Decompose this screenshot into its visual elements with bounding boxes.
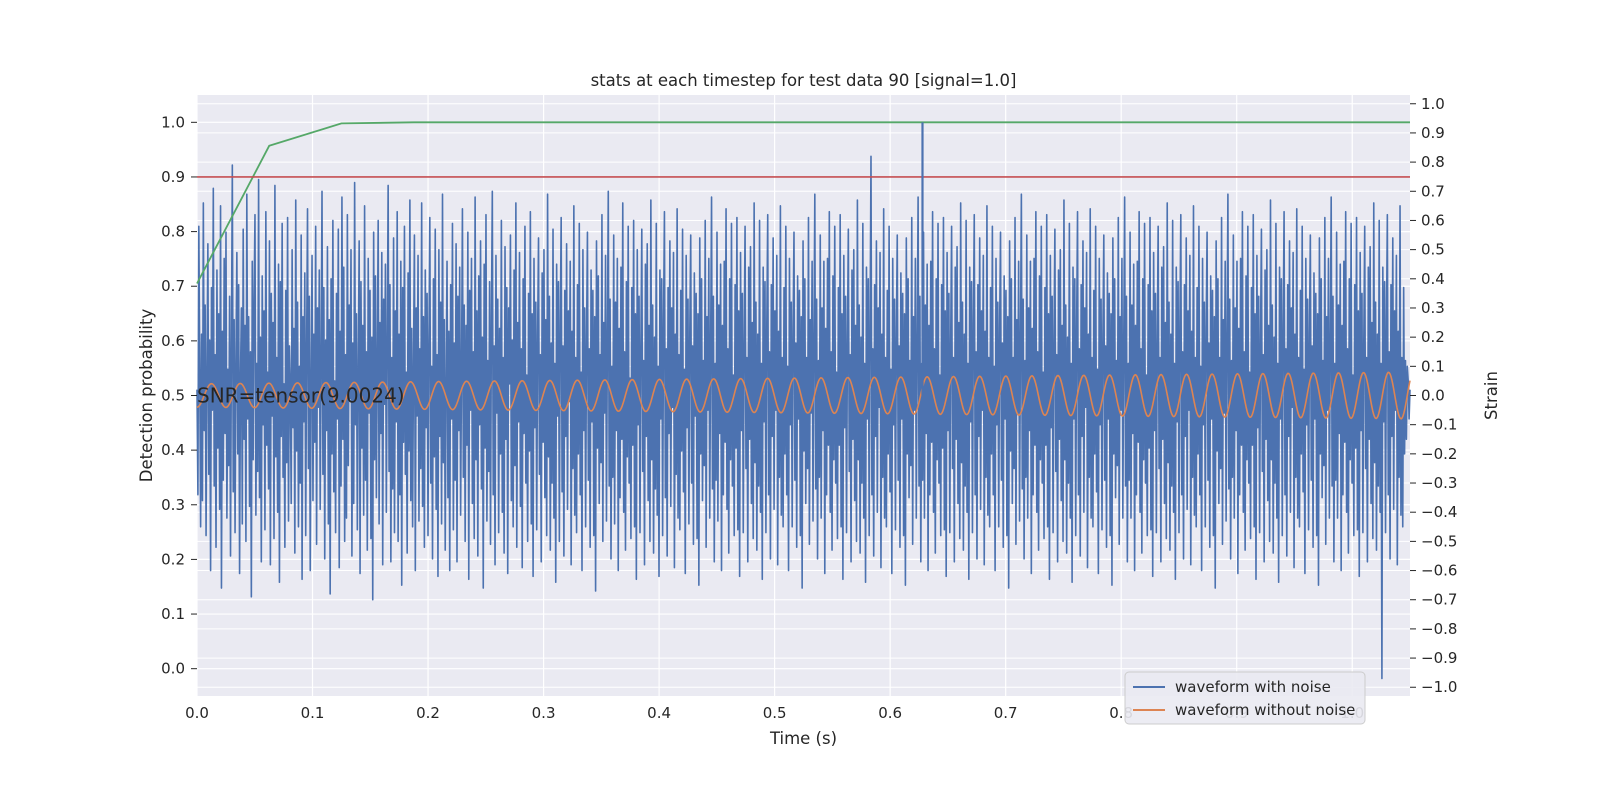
y2-tick-label: 0.3 bbox=[1421, 299, 1445, 317]
y2-axis-label: Strain bbox=[1482, 371, 1501, 420]
y2-tick-label: 0.6 bbox=[1421, 211, 1445, 229]
y2-tick-label: −0.6 bbox=[1421, 562, 1457, 580]
y2-tick-label: 0.2 bbox=[1421, 328, 1445, 346]
y2-tick-label: 0.5 bbox=[1421, 241, 1445, 259]
y-tick-label: 0.7 bbox=[161, 277, 185, 295]
y2-tick-label: −0.5 bbox=[1421, 532, 1457, 550]
y-axis-label: Detection probability bbox=[137, 309, 156, 483]
series-detection-probability bbox=[196, 121, 1410, 284]
y2-tick-label: −1.0 bbox=[1421, 678, 1457, 696]
series-waveform-with-noise bbox=[196, 155, 1411, 680]
y2-tick-label: 0.0 bbox=[1421, 387, 1445, 405]
y-tick-label: 0.6 bbox=[161, 332, 185, 350]
chart-title: stats at each timestep for test data 90 … bbox=[591, 71, 1017, 90]
x-tick-label: 0.5 bbox=[763, 704, 787, 722]
y2-tick-label: 0.4 bbox=[1421, 270, 1445, 288]
x-axis-label: Time (s) bbox=[769, 729, 837, 748]
y-tick-label: 0.3 bbox=[161, 496, 185, 514]
y2-tick-label: 1.0 bbox=[1421, 95, 1445, 113]
y2-tick-label: 0.8 bbox=[1421, 153, 1445, 171]
snr-annotation: SNR=tensor(9.0024) bbox=[197, 384, 405, 408]
legend-box bbox=[1124, 671, 1366, 725]
legend: waveform with noise waveform without noi… bbox=[1124, 671, 1366, 725]
y-tick-label: 0.4 bbox=[161, 441, 185, 459]
legend-entry-clean: waveform without noise bbox=[1175, 701, 1355, 719]
x-tick-label: 0.2 bbox=[416, 704, 440, 722]
x-tick-label: 0.6 bbox=[878, 704, 902, 722]
y-tick-label: 0.8 bbox=[161, 223, 185, 241]
y2-tick-label: −0.1 bbox=[1421, 416, 1457, 434]
y-tick-label: 0.1 bbox=[161, 605, 185, 623]
y2-tick-label: 0.1 bbox=[1421, 357, 1445, 375]
y-tick-label: 1.0 bbox=[161, 113, 185, 131]
y2-tick-label: −0.9 bbox=[1421, 649, 1457, 667]
y2-tick-label: −0.4 bbox=[1421, 503, 1457, 521]
x-tick-label: 0.4 bbox=[647, 704, 671, 722]
y-tick-label: 0.0 bbox=[161, 660, 185, 678]
x-tick-label: 0.0 bbox=[185, 704, 209, 722]
y-tick-label: 0.5 bbox=[161, 387, 185, 405]
y2-tick-label: 0.7 bbox=[1421, 182, 1445, 200]
x-tick-label: 0.3 bbox=[532, 704, 556, 722]
y-tick-label: 0.9 bbox=[161, 168, 185, 186]
y2-tick-label: −0.7 bbox=[1421, 591, 1457, 609]
tick-labels: 0.0 0.1 0.2 0.3 0.4 0.5 0.6 0.7 0.8 0.9 1.0 0.0 0.1 0… bbox=[161, 95, 1457, 722]
y2-tick-label: −0.3 bbox=[1421, 474, 1457, 492]
y-tick-label: 0.2 bbox=[161, 550, 185, 568]
x-tick-label: 0.7 bbox=[994, 704, 1018, 722]
y2-tick-label: 0.9 bbox=[1421, 124, 1445, 142]
y2-tick-label: −0.2 bbox=[1421, 445, 1457, 463]
x-tick-label: 0.1 bbox=[301, 704, 325, 722]
legend-entry-noisy: waveform with noise bbox=[1175, 678, 1331, 696]
series-layer bbox=[196, 121, 1411, 680]
series-waveform-without-noise bbox=[196, 371, 1411, 420]
y2-tick-label: −0.8 bbox=[1421, 620, 1457, 638]
